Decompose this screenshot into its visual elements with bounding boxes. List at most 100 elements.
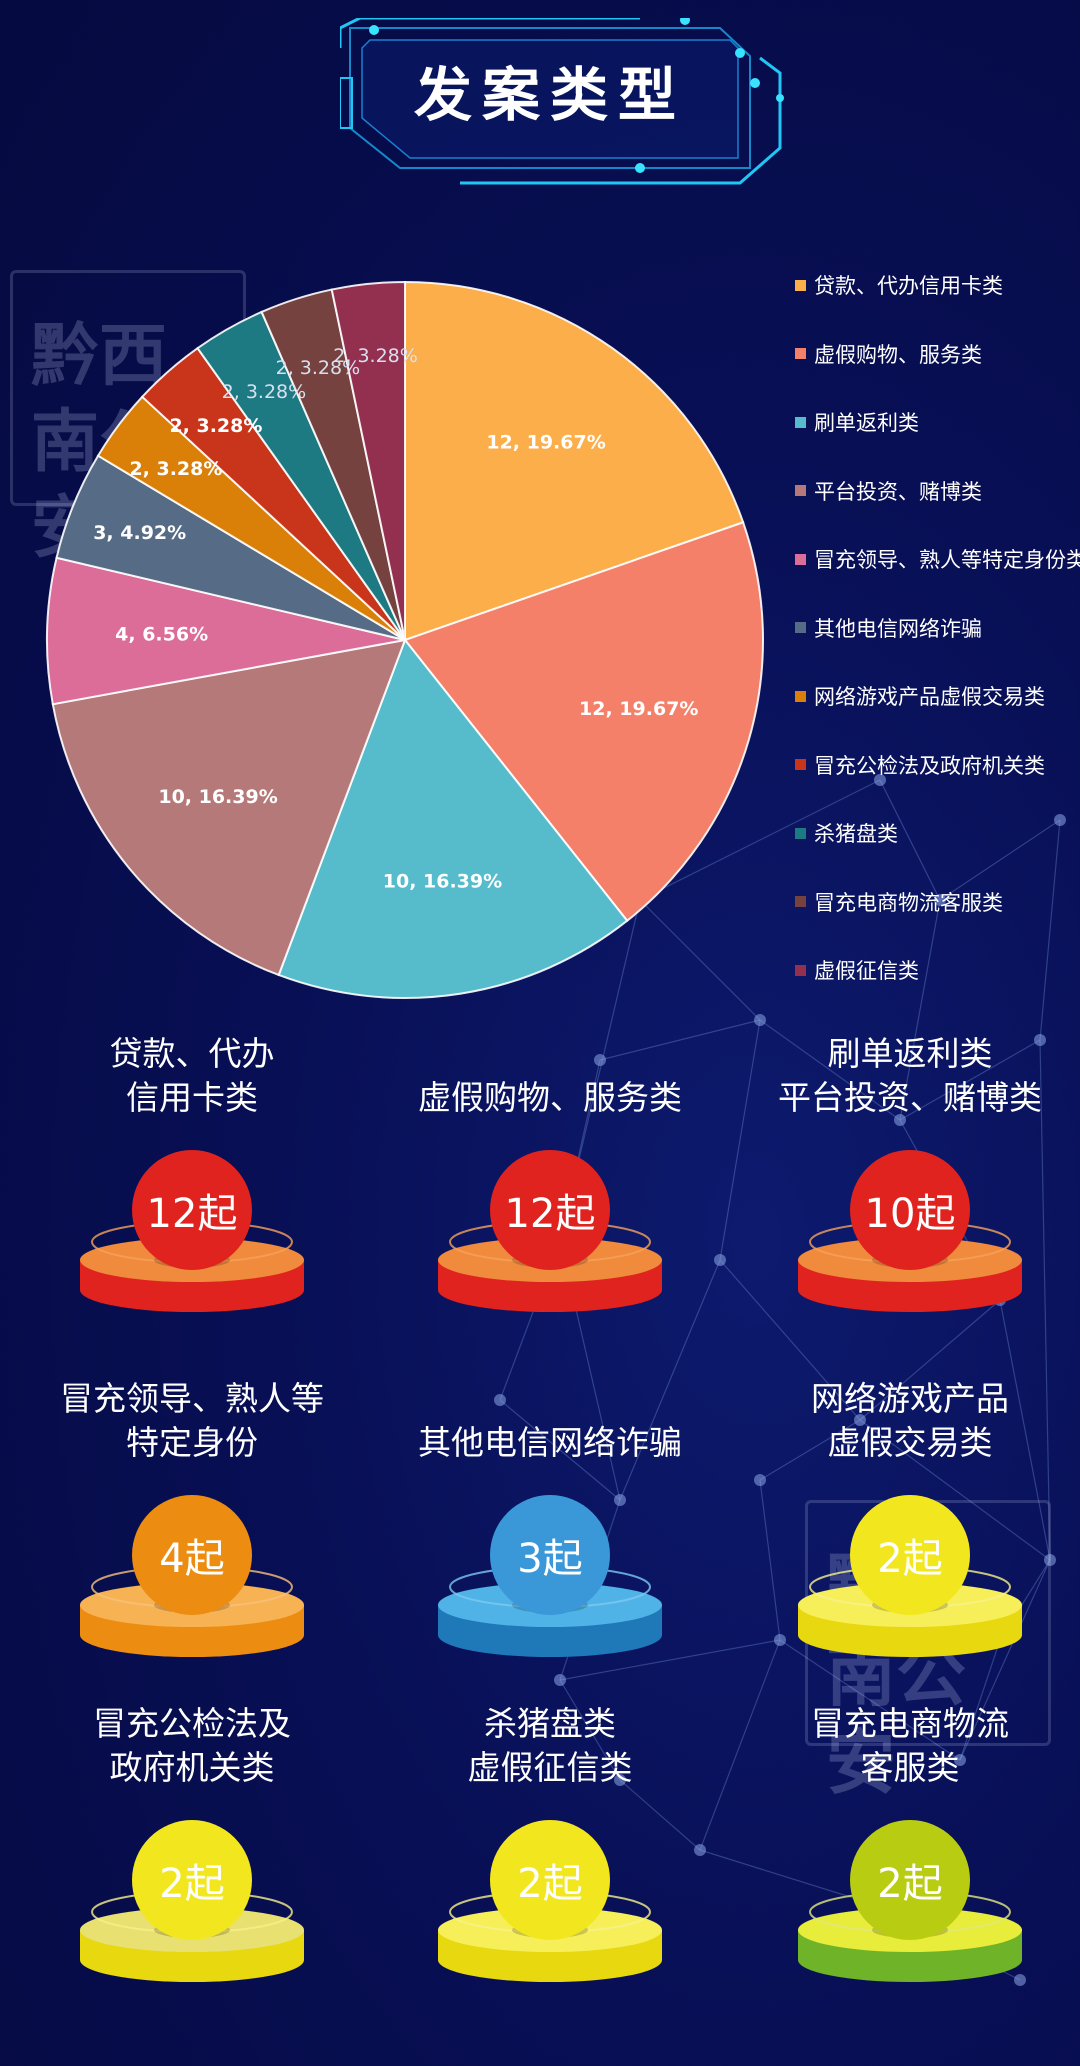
podium-graphic — [798, 1150, 1022, 1312]
network-node — [874, 774, 886, 786]
network-line — [939, 819, 1061, 901]
pie-slice — [403, 521, 764, 923]
pie-data-label: 2, 3.28% — [333, 345, 418, 367]
podium-graphic — [80, 1495, 304, 1657]
legend-swatch — [795, 690, 806, 702]
legend-item: 冒充领导、熟人等特定身份类 — [795, 544, 1080, 574]
pie-slice — [51, 638, 407, 977]
stat-count: 12起 — [146, 1191, 238, 1237]
stat-count: 2起 — [877, 1861, 943, 1907]
network-line — [699, 1849, 861, 1901]
stat-card: 冒充公检法及 政府机关类 2起 — [42, 1690, 342, 2010]
pie-data-label: 2, 3.28% — [276, 357, 361, 379]
network-node — [754, 1014, 766, 1026]
legend-label: 平台投资、赌博类 — [814, 479, 982, 504]
stat-count: 2起 — [877, 1536, 943, 1582]
stat-title: 冒充公检法及 政府机关类 — [93, 1704, 291, 1787]
stat-card: 刷单返利类 平台投资、赌博类 10起 — [760, 1020, 1060, 1340]
legend-item: 平台投资、赌博类 — [795, 476, 982, 506]
count-ball — [132, 1820, 252, 1940]
count-ball — [850, 1820, 970, 1940]
count-ball — [490, 1495, 610, 1615]
network-line — [759, 1419, 861, 1481]
network-line — [959, 1559, 1051, 1761]
pie-data-label: 3, 4.92% — [93, 522, 186, 544]
legend-swatch — [795, 827, 806, 839]
stat-card: 冒充电商物流 客服类 2起 — [760, 1690, 1060, 2010]
legend-label: 贷款、代办信用卡类 — [814, 274, 1003, 298]
network-node — [774, 1634, 786, 1646]
pie-data-label: 10, 16.39% — [158, 786, 277, 808]
count-ball — [132, 1150, 252, 1270]
network-node — [934, 894, 946, 906]
pie-slice — [330, 280, 406, 641]
network-node — [954, 1754, 966, 1766]
stat-count: 2起 — [159, 1861, 225, 1907]
network-node — [494, 1394, 506, 1406]
pie-data-label: 4, 6.56% — [115, 624, 208, 646]
pie-slice — [46, 556, 406, 706]
count-ball — [490, 1820, 610, 1940]
legend-swatch — [795, 348, 806, 359]
network-node — [714, 1254, 726, 1266]
podium-graphic — [798, 1820, 1022, 1982]
stat-card: 虚假购物、服务类 12起 — [400, 1020, 700, 1340]
network-line — [559, 1639, 781, 1681]
network-line — [879, 779, 941, 901]
network-line — [499, 1399, 621, 1501]
stat-card: 贷款、代办 信用卡类 12起 — [42, 1020, 342, 1340]
stat-count: 4起 — [159, 1536, 225, 1582]
network-node — [554, 1674, 566, 1686]
network-line — [779, 1639, 961, 1761]
count-ball — [490, 1150, 610, 1270]
legend-item: 虚假征信类 — [795, 955, 919, 985]
network-line — [719, 1019, 761, 1261]
stat-title: 刷单返利类 平台投资、赌博类 — [778, 1034, 1042, 1117]
pie-data-label: 2, 3.28% — [129, 458, 222, 480]
network-line — [899, 899, 941, 1121]
stat-count: 2起 — [517, 1861, 583, 1907]
stat-title: 虚假购物、服务类 — [418, 1078, 682, 1117]
network-line — [999, 1299, 1051, 1561]
stat-title: 贷款、代办 信用卡类 — [109, 1034, 275, 1117]
pie-data-label: 2, 3.28% — [222, 381, 307, 403]
podium-graphic — [80, 1150, 304, 1312]
count-ball — [850, 1495, 970, 1615]
legend-label: 冒充公检法及政府机关类 — [814, 753, 1045, 778]
count-ball — [850, 1150, 970, 1270]
stat-card: 网络游戏产品 虚假交易类 2起 — [760, 1365, 1060, 1685]
network-node — [694, 1844, 706, 1856]
network-node — [1054, 814, 1066, 826]
legend-label: 冒充电商物流客服类 — [814, 890, 1003, 915]
count-ball — [132, 1495, 252, 1615]
network-line — [619, 1259, 721, 1501]
podium-graphic — [438, 1150, 662, 1312]
network-line — [1039, 819, 1061, 1041]
legend-item: 贷款、代办信用卡类 — [795, 270, 1003, 300]
legend-item: 网络游戏产品虚假交易类 — [795, 681, 1045, 711]
network-line — [859, 1419, 1051, 1561]
network-node — [614, 1774, 626, 1786]
network-line — [599, 1019, 761, 1061]
network-node — [894, 1114, 906, 1126]
legend-item: 冒充公检法及政府机关类 — [795, 750, 1045, 780]
pie-data-label: 2, 3.28% — [169, 415, 262, 437]
podium-graphic — [80, 1820, 304, 1982]
legend-label: 其他电信网络诈骗 — [814, 616, 982, 641]
network-line — [759, 1019, 901, 1121]
stat-card: 冒充领导、熟人等 特定身份 4起 — [42, 1365, 342, 1685]
pie-slice — [277, 637, 629, 999]
title-frame — [340, 18, 784, 185]
stat-card: 其他电信网络诈骗 3起 — [400, 1365, 700, 1685]
stat-title: 其他电信网络诈骗 — [418, 1423, 682, 1462]
legend-label: 杀猪盘类 — [814, 822, 898, 846]
legend-item: 其他电信网络诈骗 — [795, 613, 982, 643]
legend-label: 刷单返利类 — [814, 411, 919, 435]
stat-count: 3起 — [517, 1536, 583, 1582]
legend-item: 刷单返利类 — [795, 407, 919, 437]
network-node — [754, 1474, 766, 1486]
network-line — [1039, 1039, 1051, 1561]
legend-swatch — [795, 759, 806, 770]
legend-swatch — [795, 485, 806, 496]
network-line — [959, 1639, 1001, 1761]
